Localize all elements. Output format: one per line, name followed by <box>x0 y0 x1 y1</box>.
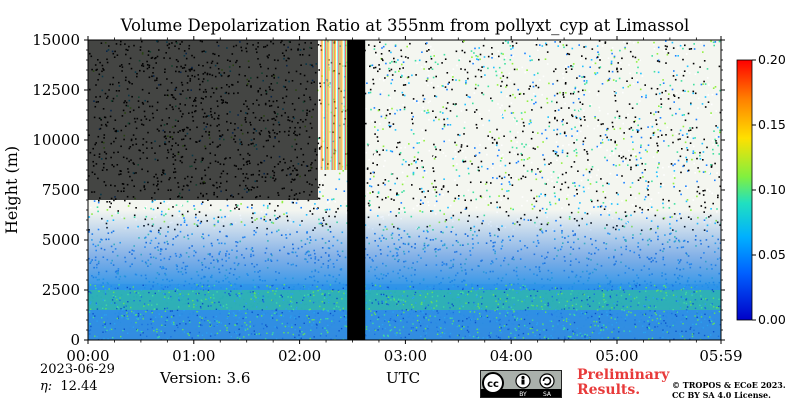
x-axis-label: UTC <box>386 369 420 387</box>
x-tick-label: 02:00 <box>278 347 321 365</box>
y-tick-label: 12500 <box>32 81 80 99</box>
eta-readout: η: 12.44 <box>40 379 98 394</box>
y-tick-label: 2500 <box>42 281 80 299</box>
colorbar-tick-label: 0.05 <box>758 247 786 262</box>
colorbar-tick-label: 0.10 <box>758 182 786 197</box>
eta-label: η: <box>40 379 52 394</box>
x-tick-label: 01:00 <box>172 347 215 365</box>
x-tick-label: 03:00 <box>384 347 427 365</box>
colorbar-tick-label: 0.00 <box>758 312 786 327</box>
y-tick-label: 7500 <box>42 181 80 199</box>
dark-upper-region <box>88 40 318 200</box>
colorbar <box>737 60 752 320</box>
eta-value: 12.44 <box>60 379 97 394</box>
preliminary-text: Preliminary Results. <box>577 367 669 398</box>
copyright-line-2: CC BY SA 4.0 License. <box>672 390 786 400</box>
preliminary-results-note: Preliminary Results. <box>577 368 669 398</box>
measurement-date: 2023-06-29 <box>40 362 115 377</box>
y-axis-label: Height (m) <box>2 146 21 234</box>
data-gap-0 <box>347 40 365 340</box>
chart-title: Volume Depolarization Ratio at 355nm fro… <box>0 16 800 35</box>
x-tick-label: 05:00 <box>595 347 638 365</box>
y-tick-label: 10000 <box>32 131 80 149</box>
colorbar-tick-label: 0.20 <box>758 52 786 67</box>
colorbar-tick-label: 0.15 <box>758 117 786 132</box>
copyright-notice: © TROPOS & ECoE 2023. CC BY SA 4.0 Licen… <box>672 380 786 400</box>
y-tick-label: 5000 <box>42 231 80 249</box>
copyright-line-1: © TROPOS & ECoE 2023. <box>672 380 786 390</box>
version-label: Version: 3.6 <box>160 369 250 387</box>
cc-by-sa-icon: cc BY SA <box>480 370 562 398</box>
x-tick-label: 04:00 <box>490 347 533 365</box>
x-tick-label: 05:59 <box>699 347 742 365</box>
layer-1 <box>88 290 721 310</box>
